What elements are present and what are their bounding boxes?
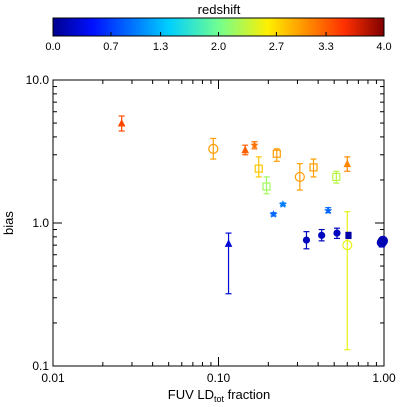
point-marker [377, 235, 389, 246]
x-axis-label-sub: tot [214, 394, 225, 404]
point-marker [278, 200, 287, 208]
x-axis-label-main: FUV LD [168, 387, 214, 402]
data-point [278, 200, 287, 208]
colorbar-tick-label: 3.3 [318, 41, 333, 53]
point-marker [269, 210, 278, 218]
x-tick-label: 1.00 [372, 371, 396, 385]
data-point [343, 156, 352, 172]
data-point [241, 144, 250, 156]
point-marker [250, 140, 259, 149]
point-marker [241, 145, 250, 154]
y-axis-label: bias [1, 211, 16, 235]
colorbar-tick-label: 0.0 [45, 41, 60, 53]
x-tick-label: 0.01 [41, 371, 65, 385]
point-marker [294, 171, 305, 183]
point-marker [333, 229, 341, 237]
y-tick-label: 1.0 [32, 216, 49, 230]
x-tick-label: 0.10 [207, 371, 231, 385]
colorbar-ticks: 0.0 0.7 1.3 2.0 2.7 3.3 4.0 [45, 32, 392, 53]
colorbar-tick-label: 2.0 [211, 41, 226, 53]
data-point [208, 137, 219, 160]
point-marker [262, 182, 271, 191]
data-point [117, 115, 126, 132]
colorbar-tick-label: 1.3 [153, 41, 168, 53]
y-tick-label: 0.1 [32, 359, 49, 373]
point-marker [318, 231, 326, 239]
point-marker [309, 163, 318, 172]
data-point [377, 235, 389, 246]
point-marker [302, 236, 311, 244]
data-point [302, 231, 311, 250]
x-axis-label-tail: fraction [224, 387, 270, 402]
data-points [117, 115, 389, 351]
point-marker [117, 118, 126, 127]
colorbar-tick-label: 0.7 [103, 41, 118, 53]
y-tick-label: 10.0 [26, 73, 50, 87]
point-marker [324, 206, 333, 215]
point-marker [272, 149, 281, 158]
data-point [272, 148, 281, 162]
data-point [333, 227, 341, 240]
point-marker [345, 232, 352, 239]
point-marker [254, 164, 263, 173]
point-marker [208, 143, 219, 154]
colorbar-label: redshift [198, 2, 241, 17]
data-point [332, 170, 341, 184]
colorbar-tick-label: 2.7 [269, 41, 284, 53]
point-marker [343, 159, 352, 168]
data-point [262, 176, 271, 195]
data-point [269, 210, 278, 218]
plot-frame [52, 79, 385, 367]
axis-ticks: 0.01 0.10 1.00 0.1 1.0 10.0 [26, 73, 396, 385]
point-marker [224, 239, 233, 247]
data-point [324, 206, 333, 215]
point-marker [342, 240, 353, 251]
data-point [318, 228, 326, 242]
data-point [309, 158, 318, 178]
x-axis-label: FUV LDtot fraction [168, 387, 271, 404]
data-point [250, 140, 259, 150]
data-point [224, 232, 233, 295]
data-point [294, 163, 305, 191]
data-point [254, 156, 263, 178]
point-marker [332, 172, 341, 182]
colorbar-tick-label: 4.0 [376, 41, 391, 53]
data-point [345, 231, 352, 240]
